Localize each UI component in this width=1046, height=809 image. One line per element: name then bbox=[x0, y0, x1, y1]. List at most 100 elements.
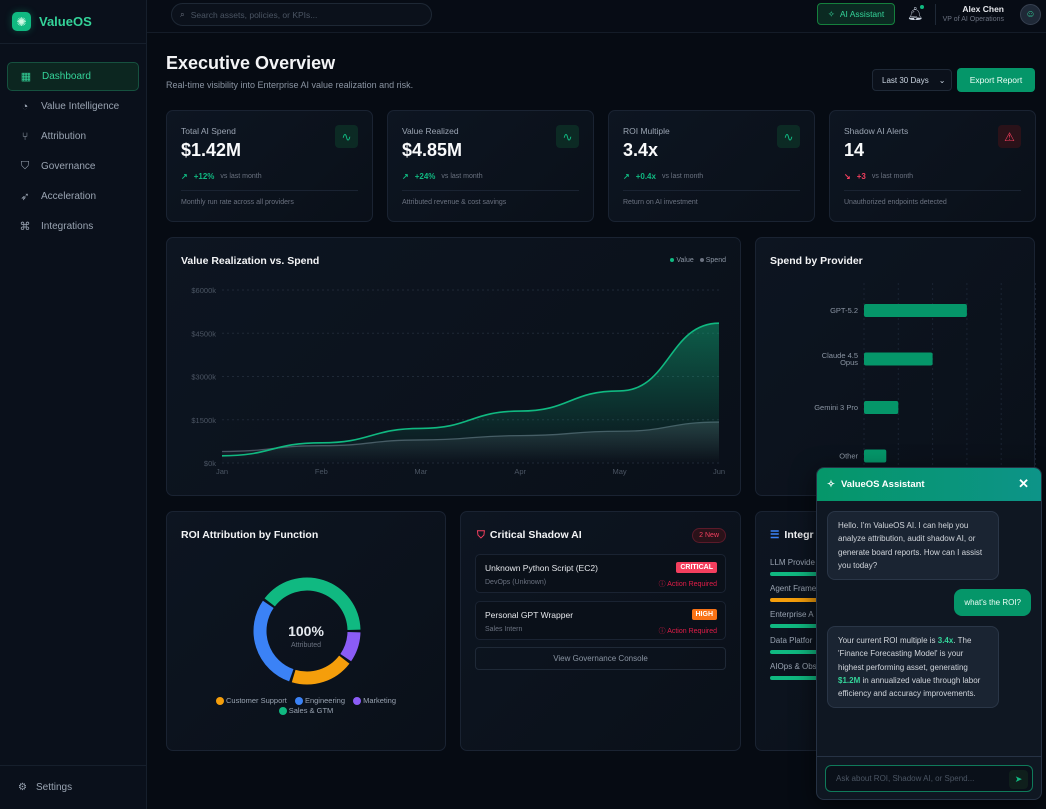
kpi-value: 14 bbox=[844, 140, 865, 160]
kpi-card: Total AI Spend $1.42M ↗ +12% vs last month… bbox=[166, 110, 373, 222]
ai-assistant-label: AI Assistant bbox=[839, 9, 885, 19]
donut-slice-engineering bbox=[253, 600, 294, 682]
sidebar-item-acceleration[interactable]: ➶ Acceleration bbox=[7, 182, 139, 211]
shadow-item[interactable]: Unknown Python Script (EC2) DevOps (Unkn… bbox=[475, 554, 726, 593]
kpi-trend: ↗ +12% vs last month bbox=[181, 172, 358, 181]
logo[interactable]: ✺ ValueOS bbox=[0, 0, 146, 44]
chart-title: Spend by Provider bbox=[770, 255, 863, 267]
shadow-item-owner: Sales Intern bbox=[485, 626, 523, 633]
x-tick-label: Jan bbox=[216, 467, 228, 476]
user-name: Alex Chen bbox=[962, 4, 1004, 14]
kpi-change: +12% bbox=[193, 172, 215, 181]
assistant-title: ValueOS Assistant bbox=[840, 479, 925, 490]
activity-icon: ∿ bbox=[556, 125, 579, 148]
date-range-select[interactable]: Last 30 Days ⌄ bbox=[872, 69, 952, 91]
alert-triangle-icon: ⚠ bbox=[998, 125, 1021, 148]
chart-title: Value Realization vs. Spend bbox=[181, 255, 320, 267]
legend-item: Engineering bbox=[294, 696, 345, 706]
sidebar-item-value-intelligence[interactable]: ◔ Value Intelligence bbox=[7, 92, 139, 121]
bar-gemini-3-pro bbox=[864, 401, 899, 414]
donut-slice-sales-gtm bbox=[264, 577, 361, 631]
sidebar-item-label: Value Intelligence bbox=[41, 101, 120, 112]
activity-icon: ∿ bbox=[777, 125, 800, 148]
legend-item: Customer Support bbox=[215, 696, 287, 706]
chevron-down-icon: ⌄ bbox=[938, 75, 946, 85]
user-info[interactable]: Alex Chen VP of AI Operations bbox=[943, 4, 1004, 23]
chart-legend: Value Spend bbox=[670, 257, 726, 264]
integration-label: AIOps & Obs bbox=[770, 662, 817, 671]
view-governance-button[interactable]: View Governance Console bbox=[475, 647, 726, 670]
activity-icon: ∿ bbox=[335, 125, 358, 148]
new-count-badge: 2 New bbox=[692, 528, 726, 543]
shadow-item-name: Personal GPT Wrapper bbox=[485, 610, 574, 620]
arrow-up-right-icon: ↗ bbox=[181, 172, 188, 181]
action-required[interactable]: ⓘ Action Required bbox=[658, 581, 717, 588]
kpi-trend: ↗ +24% vs last month bbox=[402, 172, 579, 181]
export-report-button[interactable]: Export Report bbox=[957, 68, 1035, 92]
close-icon[interactable]: ✕ bbox=[1018, 476, 1029, 491]
shadow-item[interactable]: Personal GPT Wrapper Sales Intern HIGH ⓘ… bbox=[475, 601, 726, 640]
line-value bbox=[221, 322, 720, 457]
kpi-vs: vs last month bbox=[871, 173, 914, 180]
chart-title: ROI Attribution by Function bbox=[181, 529, 319, 541]
sidebar-item-label: Attribution bbox=[41, 131, 87, 142]
search-input[interactable]: ⌕ Search assets, policies, or KPIs... bbox=[171, 3, 432, 26]
kpi-label: Shadow AI Alerts bbox=[844, 126, 909, 136]
kpi-footnote: Attributed revenue & cost savings bbox=[402, 190, 579, 206]
x-tick-label: Apr bbox=[514, 467, 526, 476]
severity-badge: HIGH bbox=[691, 609, 717, 620]
sidebar-item-label: Dashboard bbox=[42, 71, 91, 82]
network-icon: ⌘ bbox=[19, 221, 31, 233]
integration-label: LLM Provide bbox=[770, 558, 815, 567]
severity-badge: CRITICAL bbox=[676, 562, 717, 573]
kpi-footnote: Unauthorized endpoints detected bbox=[844, 190, 1021, 206]
integration-label: Enterprise A bbox=[770, 610, 814, 619]
sparkle-icon: ✧ bbox=[827, 479, 835, 490]
kpi-trend: ↘ +3 vs last month bbox=[844, 172, 1021, 181]
spend-by-provider-card: Spend by Provider GPT-5.2 Claude 4.5 Opus G… bbox=[755, 237, 1036, 496]
sidebar-item-label: Governance bbox=[41, 161, 96, 172]
page-subtitle: Real-time visibility into Enterprise AI … bbox=[166, 80, 414, 90]
arrow-up-right-icon: ↗ bbox=[402, 172, 409, 181]
pie-icon: ◔ bbox=[21, 100, 29, 113]
chat-footer: Ask about ROI, Shadow AI, or Spend... ➤ bbox=[817, 756, 1041, 799]
donut-slice-marketing bbox=[340, 631, 361, 662]
chat-input[interactable]: Ask about ROI, Shadow AI, or Spend... ➤ bbox=[825, 765, 1033, 792]
assistant-panel: ✧ ValueOS Assistant ✕ Hello. I'm ValueOS A… bbox=[816, 467, 1042, 800]
action-required[interactable]: ⓘ Action Required bbox=[658, 628, 717, 635]
shadow-title: ⛉ Critical Shadow AI bbox=[477, 529, 582, 541]
kpi-vs: vs last month bbox=[441, 173, 483, 180]
bar-claude-4-5-opus bbox=[864, 352, 933, 366]
app-name: ValueOS bbox=[39, 14, 92, 29]
kpi-value: $1.42M bbox=[181, 140, 242, 160]
bar-label: Opus bbox=[840, 358, 858, 367]
avatar[interactable]: ☺ bbox=[1020, 4, 1041, 25]
kpi-value: 3.4x bbox=[623, 140, 659, 160]
kpi-label: Value Realized bbox=[402, 126, 459, 136]
bar-label: GPT-5.2 bbox=[830, 306, 858, 315]
sidebar-item-dashboard[interactable]: ▦ Dashboard bbox=[7, 62, 139, 91]
sidebar: ✺ ValueOS ▦ Dashboard ◔ Value Intelligence … bbox=[0, 0, 147, 809]
integration-label: Data Platfor bbox=[770, 636, 813, 645]
arrow-up-right-icon: ↗ bbox=[623, 172, 630, 181]
bell-icon[interactable]: 🔔︎ bbox=[907, 6, 924, 21]
sidebar-item-governance[interactable]: ⛉ Governance bbox=[7, 152, 139, 181]
bar-gpt-5-2 bbox=[864, 304, 967, 317]
notification-dot bbox=[920, 5, 924, 9]
y-tick-label: $6000k bbox=[191, 286, 216, 295]
send-icon[interactable]: ➤ bbox=[1009, 770, 1028, 789]
kpi-trend: ↗ +0.4x vs last month bbox=[623, 172, 800, 181]
y-tick-label: $1500k bbox=[191, 416, 216, 425]
value-vs-spend-card: Value Realization vs. Spend Value Spend … bbox=[166, 237, 741, 496]
bar-label: Gemini 3 Pro bbox=[814, 403, 858, 412]
ai-assistant-button[interactable]: ✧ AI Assistant bbox=[817, 3, 895, 25]
divider bbox=[935, 4, 936, 25]
shield-alert-icon: ⛉ bbox=[477, 529, 485, 541]
shadow-item-name: Unknown Python Script (EC2) bbox=[485, 563, 598, 573]
sidebar-item-attribution[interactable]: ⑂ Attribution bbox=[7, 122, 139, 151]
sidebar-item-settings[interactable]: ⚙ Settings bbox=[0, 765, 146, 809]
sidebar-item-integrations[interactable]: ⌘ Integrations bbox=[7, 212, 139, 241]
bot-message: Your current ROI multiple is 3.4x. The '… bbox=[827, 626, 999, 709]
shield-icon: ⛉ bbox=[20, 160, 30, 172]
